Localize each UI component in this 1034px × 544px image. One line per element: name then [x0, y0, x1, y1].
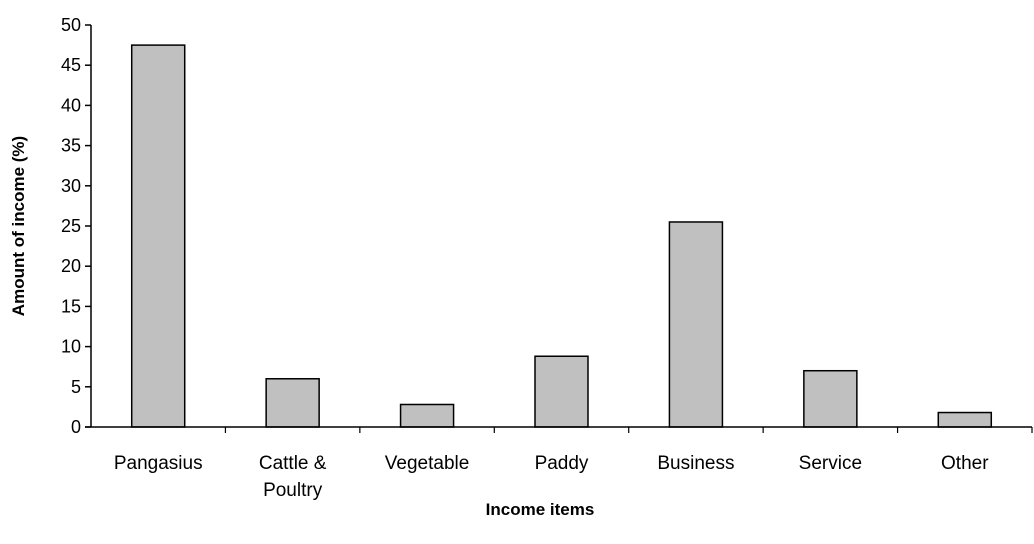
- x-tick-label: Service: [799, 453, 862, 474]
- y-tick-label: 25: [61, 216, 81, 236]
- y-tick-label: 15: [61, 296, 81, 316]
- x-axis-tick-labels: Pangasius Cattle & Poultry Vegetable Paddy Bu…: [114, 453, 989, 501]
- x-tick-label: Cattle & Poultry: [259, 453, 327, 501]
- bars: [130, 44, 993, 428]
- bar-pangasius: [130, 44, 186, 428]
- x-tick-label: Paddy: [535, 453, 589, 474]
- y-tick-label: 20: [61, 256, 81, 276]
- y-tick-label: 45: [61, 55, 81, 75]
- y-tick-label: 5: [71, 377, 81, 397]
- x-tick-label: Vegetable: [385, 453, 470, 474]
- y-tick-label: 50: [61, 15, 81, 35]
- y-tick-label: 10: [61, 337, 81, 357]
- x-axis-ticks: [224, 427, 1033, 433]
- bar-paddy: [534, 355, 589, 428]
- bar-vegetable: [399, 403, 455, 428]
- y-tick-label: 40: [61, 95, 81, 115]
- y-tick-label: 35: [61, 136, 81, 156]
- bar-cattle-poultry: [265, 378, 320, 428]
- x-axis-title: Income items: [486, 500, 595, 519]
- bar-other: [937, 411, 993, 428]
- x-tick-label: Business: [657, 453, 734, 474]
- x-tick-label: Pangasius: [114, 453, 203, 474]
- bar-service: [803, 369, 858, 428]
- x-tick-label: Other: [941, 453, 989, 474]
- y-axis-ticks: 0 5 10 15 20 25 30 35 40 45 50: [61, 15, 91, 437]
- y-axis-title: Amount of income (%): [9, 136, 28, 316]
- y-tick-label: 0: [71, 417, 81, 437]
- bar-business: [668, 221, 724, 428]
- y-tick-label: 30: [61, 176, 81, 196]
